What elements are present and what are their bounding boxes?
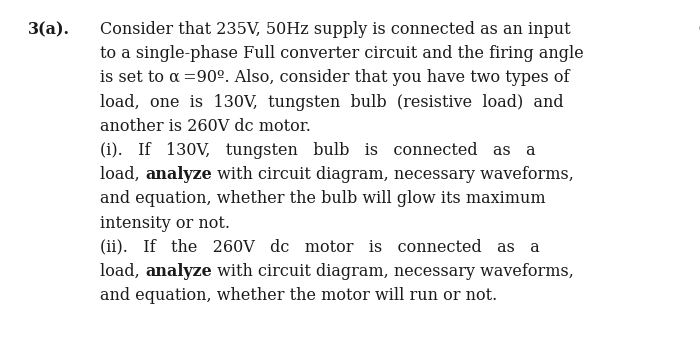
Text: load,: load, (100, 263, 145, 280)
Text: and equation, whether the motor will run or not.: and equation, whether the motor will run… (100, 287, 497, 304)
Text: intensity or not.: intensity or not. (100, 215, 230, 232)
Text: CC: CC (698, 21, 700, 38)
Text: with circuit diagram, necessary waveforms,: with circuit diagram, necessary waveform… (211, 263, 573, 280)
Text: with circuit diagram, necessary waveforms,: with circuit diagram, necessary waveform… (211, 166, 573, 183)
Text: is set to α =90º. Also, consider that you have two types of: is set to α =90º. Also, consider that yo… (100, 69, 570, 86)
Text: Consider that 235V, 50Hz supply is connected as an input: Consider that 235V, 50Hz supply is conne… (100, 21, 570, 38)
Text: to a single-phase Full converter circuit and the firing angle: to a single-phase Full converter circuit… (100, 45, 584, 62)
Text: load,  one  is  130V,  tungsten  bulb  (resistive  load)  and: load, one is 130V, tungsten bulb (resist… (100, 94, 564, 111)
Text: load,: load, (100, 166, 145, 183)
Text: another is 260V dc motor.: another is 260V dc motor. (100, 118, 311, 135)
Text: analyze: analyze (145, 166, 211, 183)
Text: (ii).   If   the   260V   dc   motor   is   connected   as   a: (ii). If the 260V dc motor is connected … (100, 239, 540, 256)
Text: and equation, whether the bulb will glow its maximum: and equation, whether the bulb will glow… (100, 191, 545, 207)
Text: (i).   If   130V,   tungsten   bulb   is   connected   as   a: (i). If 130V, tungsten bulb is connected… (100, 142, 536, 159)
Text: analyze: analyze (145, 263, 211, 280)
Text: 3(a).: 3(a). (28, 21, 70, 38)
